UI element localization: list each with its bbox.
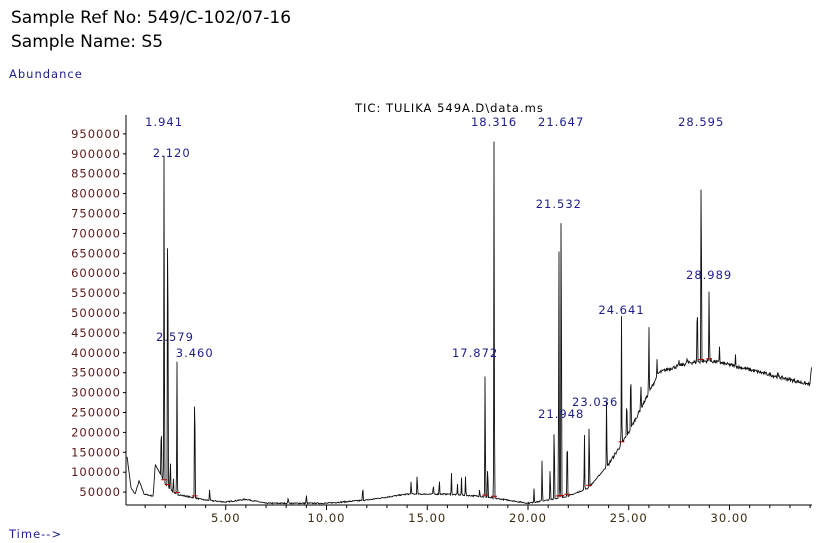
peak-label: 18.316 — [471, 115, 517, 129]
peak-label: 17.872 — [452, 346, 498, 360]
y-tick-label: 100000 — [71, 465, 121, 479]
y-tick-label: 750000 — [71, 207, 121, 221]
x-tick-label: 5.00 — [211, 511, 241, 525]
peak-label: 21.532 — [536, 197, 582, 211]
y-tick-label: 650000 — [71, 246, 121, 260]
peak-label: 21.948 — [538, 407, 584, 421]
x-tick-label: 10.00 — [308, 511, 346, 525]
peak-label: 28.595 — [678, 115, 724, 129]
x-tick-label: 25.00 — [610, 511, 648, 525]
y-tick-label: 350000 — [71, 366, 121, 380]
peak-label: 24.641 — [598, 303, 644, 317]
peak-label: 28.989 — [686, 268, 732, 282]
y-axis-label: Abundance — [9, 67, 83, 81]
peak-label: 2.579 — [156, 330, 194, 344]
y-tick-label: 600000 — [71, 266, 121, 280]
y-tick-label: 800000 — [71, 187, 121, 201]
y-tick-label: 450000 — [71, 326, 121, 340]
x-tick-label: 30.00 — [711, 511, 749, 525]
chart-title: TIC: TULIKA 549A.D\data.ms — [354, 101, 544, 115]
peak-label: 2.120 — [153, 146, 191, 160]
y-tick-label: 200000 — [71, 425, 121, 439]
x-tick-label: 20.00 — [509, 511, 547, 525]
y-tick-label: 850000 — [71, 167, 121, 181]
peak-label: 23.036 — [572, 395, 618, 409]
x-axis-label: Time--> — [8, 527, 62, 541]
y-tick-label: 400000 — [71, 346, 121, 360]
y-tick-label: 300000 — [71, 386, 121, 400]
y-tick-label: 700000 — [71, 226, 121, 240]
peak-label: 1.941 — [145, 115, 183, 129]
y-tick-label: 250000 — [71, 406, 121, 420]
y-tick-label: 900000 — [71, 147, 121, 161]
y-tick-label: 50000 — [79, 485, 121, 499]
y-tick-label: 950000 — [71, 127, 121, 141]
sample-ref: Sample Ref No: 549/C-102/07-16 — [11, 8, 292, 28]
y-tick-label: 150000 — [71, 445, 121, 459]
peak-label: 3.460 — [176, 346, 214, 360]
sample-name: Sample Name: S5 — [11, 32, 164, 52]
tic-trace — [126, 141, 813, 505]
y-tick-label: 500000 — [71, 306, 121, 320]
x-tick-label: 15.00 — [408, 511, 446, 525]
y-tick-label: 550000 — [71, 286, 121, 300]
peak-label: 21.647 — [538, 115, 584, 129]
